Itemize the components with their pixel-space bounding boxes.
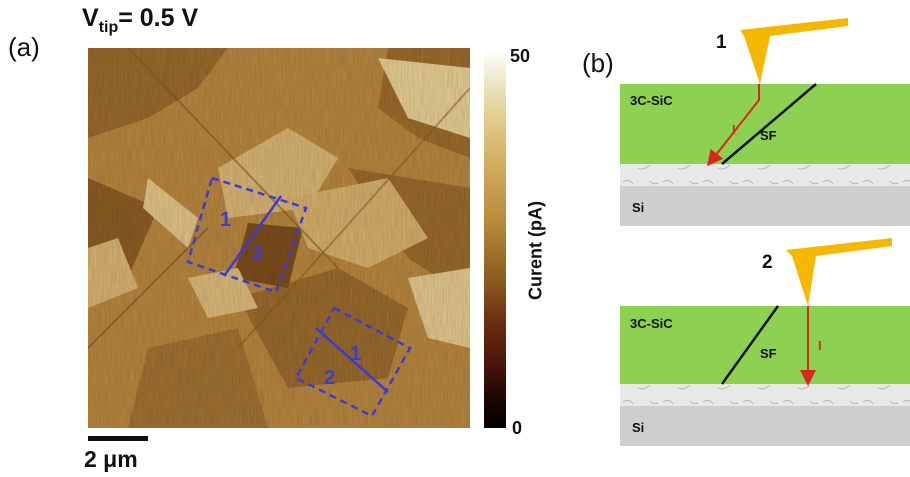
colorbar-min-label: 0: [512, 418, 523, 438]
afm-texture: [88, 48, 470, 428]
panel-a-label: (a): [8, 32, 40, 62]
stacking-fault-2: [720, 305, 780, 385]
scale-bar-label: 2 μm: [84, 446, 138, 472]
si-layer-2: [620, 406, 910, 446]
interface-layer-2: [620, 384, 910, 406]
sic-label-1: 3C-SiC: [630, 93, 673, 108]
tip-1-label: 1: [716, 32, 727, 53]
voltage-subscript: tip: [98, 19, 119, 36]
schematic-2: 2 3C-SiC Si SF I: [620, 238, 910, 446]
current-label-1: I: [732, 122, 736, 137]
voltage-prefix: V: [82, 4, 99, 32]
stacking-fault-1: [721, 83, 817, 165]
si-label-2: Si: [632, 420, 644, 435]
current-path-1: [707, 84, 760, 167]
region-2-label-1: 1: [350, 343, 361, 365]
afm-tip-2: [786, 238, 892, 306]
region-1-label-2: 2: [252, 243, 263, 265]
scale-bar: [88, 436, 148, 441]
sic-layer-1: [620, 84, 910, 164]
region-2: 1 2: [294, 306, 412, 418]
colorbar: [484, 50, 506, 428]
tip-2-label: 2: [762, 252, 773, 273]
afm-tip-1: [740, 18, 848, 84]
region-2-label-2: 2: [324, 367, 335, 389]
sf-label-2: SF: [760, 346, 777, 361]
voltage-value: = 0.5 V: [118, 4, 199, 32]
sic-layer-2: [620, 306, 910, 384]
sf-label-1: SF: [760, 128, 777, 143]
afm-current-map: 1 2 1 2: [88, 48, 470, 428]
interface-layer-1: [620, 164, 910, 186]
current-label-2: I: [818, 338, 822, 353]
region-1-label-1: 1: [220, 209, 231, 231]
colorbar-title: Curent (pA): [525, 201, 546, 300]
sic-label-2: 3C-SiC: [630, 316, 673, 331]
colorbar-max-label: 50: [510, 46, 531, 66]
schematic-1: 1 3C-SiC Si SF I: [620, 18, 910, 226]
tip-voltage-label: Vtip= 0.5 V: [82, 4, 198, 37]
si-label-1: Si: [632, 200, 644, 215]
region-1: 1 2: [186, 176, 308, 294]
tip-schematic: 1 3C-SiC Si SF I 2 3C-SiC Si SF I: [620, 18, 910, 446]
panel-b-label: (b): [582, 48, 614, 78]
si-layer-1: [620, 186, 910, 226]
